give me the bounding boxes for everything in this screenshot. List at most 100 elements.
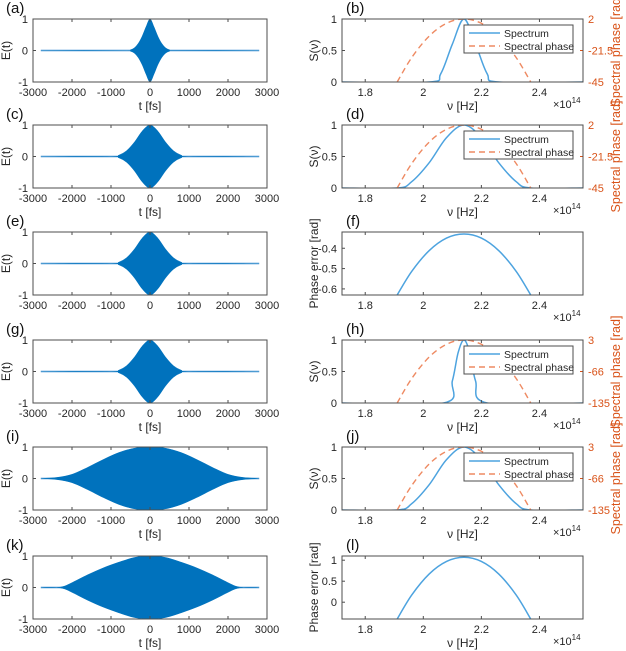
xtick-label: 2000 [216,408,240,420]
xtick-label: -2000 [58,87,86,99]
xtick-label: 1000 [177,300,201,312]
y-axis-label: E(t) [0,254,13,273]
xtick-label: 2000 [216,515,240,527]
exponent-base: ×10 [553,205,572,217]
xtick-label: -2000 [58,193,86,205]
plot-area [396,556,532,619]
xtick-label: -1000 [97,87,125,99]
xtick-label: 2.4 [532,193,547,205]
ytick-label: 0.5 [322,152,337,164]
ytick-label: 1 [22,120,28,132]
x-exponent-label: ×1014 [553,96,581,111]
exponent-base: ×10 [553,99,572,111]
right-ytick-label: 2 [588,14,594,26]
panel-a: -3000 -2000 -1000 0 1000 2000 3000 -1 0 1(a) E(t) t… [0,0,279,113]
legend-box [463,24,574,54]
xtick-label: 0 [147,515,153,527]
ytick-label: 0.5 [322,474,337,486]
ytick-label: 0 [22,583,28,595]
xtick-label: 2000 [216,624,240,636]
field-envelope-area [40,19,260,82]
x-axis-label: ν [Hz] [447,420,478,434]
x-exponent-label: ×1014 [553,309,581,324]
xtick-label: 0 [147,87,153,99]
xtick-label: -3000 [19,87,47,99]
xtick-label: 3000 [255,193,279,205]
ytick-label: 0 [331,398,337,410]
ytick-label: 0 [331,597,337,609]
plot-area [40,340,260,403]
xtick-label: -1000 [97,515,125,527]
x-axis-label: t [fs] [139,99,162,113]
xtick-label: -1000 [97,300,125,312]
legend-phase-label: Spectral phase [504,147,574,159]
xtick-label: 2.2 [474,300,489,312]
x-exponent-label: ×1014 [553,524,581,539]
xtick-label: 1.8 [358,515,373,527]
y-axis-label: E(t) [0,147,13,166]
xtick-label: 2.4 [532,408,547,420]
right-ytick-label: -21.5 [588,46,613,58]
xtick-label: 1000 [177,624,201,636]
xtick-label: 1000 [177,515,201,527]
ytick-label: -0.4 [318,243,337,255]
right-axis-label: Spectral phase [rad] [609,101,623,213]
panel-label: (d) [346,106,364,123]
ytick-label: 0 [22,474,28,486]
legend-box [463,452,574,482]
y-axis-label: E(t) [0,362,13,381]
axes-box [341,231,584,296]
ytick-label: 1 [331,120,337,132]
right-ytick-label: 3 [588,442,594,454]
xtick-label: 1000 [177,408,201,420]
plot-area [40,556,260,619]
xtick-label: -1000 [97,408,125,420]
panel-label: (a) [6,0,24,17]
xtick-label: 2 [420,300,426,312]
spectrum-line [342,125,583,188]
right-ytick-label: -135 [588,398,610,410]
ytick-label: -1 [18,77,28,89]
right-ytick-label: 3 [588,335,594,347]
xtick-label: -2000 [58,515,86,527]
y-axis-label: E(t) [0,469,13,488]
x-exponent-label: ×1014 [553,417,581,432]
xtick-label: 2 [420,193,426,205]
exponent-power: 14 [572,96,581,105]
panel-label: (e) [6,213,24,230]
x-exponent-label: ×1014 [553,633,581,648]
legend-phase-label: Spectral phase [504,362,574,374]
ytick-label: 0 [331,183,337,195]
ytick-label: 1 [22,227,28,239]
axes-box [341,555,584,620]
x-axis-label: ν [Hz] [447,636,478,650]
panel-label: (h) [346,321,364,338]
xtick-label: 2.4 [532,87,547,99]
plot-area [396,233,532,295]
xtick-label: 2.2 [474,624,489,636]
ytick-label: 1 [22,442,28,454]
xtick-label: 2.2 [474,87,489,99]
ytick-label: 1 [331,14,337,26]
panel-label: (c) [6,106,24,123]
x-axis-label: ν [Hz] [447,205,478,219]
ytick-label: -1 [18,505,28,517]
panel-f: 1.8 2 2.2 2.4 -0.6 -0.5 -0.4 (f) Phase error [ra… [307,213,584,324]
xtick-label: 0 [147,193,153,205]
plot-area [40,232,260,295]
panel-g: -3000 -2000 -1000 0 1000 2000 3000 -1 0 1(g) E(t) t… [0,321,279,434]
panel-label: (f) [346,213,360,230]
plot-area [40,125,260,188]
ytick-label: 1 [331,335,337,347]
exponent-base: ×10 [553,527,572,539]
ytick-label: -1 [18,290,28,302]
plot-area [40,447,260,510]
panel-k: -3000 -2000 -1000 0 1000 2000 3000 -1 0 1(k) E(t) t… [0,537,279,650]
right-ytick-label: -135 [588,505,610,517]
xtick-label: 2.4 [532,300,547,312]
x-axis-label: t [fs] [139,527,162,541]
legend-spectrum-label: Spectrum [504,349,549,361]
right-ytick-label: -21.5 [588,152,613,164]
